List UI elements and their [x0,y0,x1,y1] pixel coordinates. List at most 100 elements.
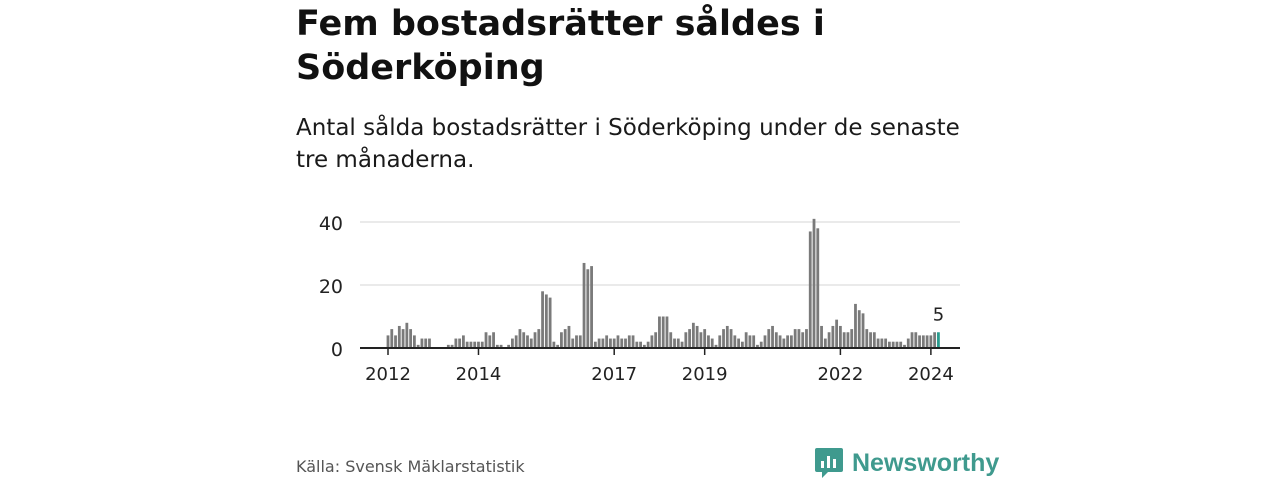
bar [488,335,492,348]
bar [839,325,842,348]
bar [405,322,409,348]
bar [763,335,767,348]
bar [567,325,571,348]
bar [560,332,563,348]
y-tick-label: 0 [331,339,343,361]
bar [624,338,627,348]
bar [616,335,620,348]
bar [601,338,605,348]
bar [541,291,544,348]
bar [639,341,642,348]
y-tick-label: 40 [319,213,343,235]
bar [842,332,846,348]
bar [812,218,816,348]
bar [714,344,718,348]
bar [397,325,401,348]
bar [846,332,850,348]
bar [688,329,691,348]
bar [748,335,752,348]
bar [816,228,820,348]
bar [918,335,921,348]
bar [903,344,906,348]
bar [492,332,495,348]
bar [575,335,578,348]
bar [884,338,888,348]
bar [477,341,480,348]
bar [808,231,812,348]
bar [707,335,710,348]
source-note: Källa: Svensk Mäklarstatistik [296,457,525,476]
bar [752,335,756,348]
y-tick-label: 20 [319,276,343,298]
bar [582,262,586,348]
bar [480,341,484,348]
brand-name: Newsworthy [852,448,1000,477]
bar [888,341,891,348]
bar [899,341,903,348]
bar [857,310,861,348]
bar [522,332,526,348]
bar [835,319,839,348]
bar [820,325,823,348]
bar [789,335,793,348]
bar [620,338,624,348]
bar [428,338,431,348]
x-tick-label: 2019 [682,364,728,385]
bar [722,329,725,348]
bar [556,344,560,348]
bar [797,329,801,348]
bar [782,338,786,348]
bar [401,329,405,348]
bar [774,332,778,348]
bar [511,338,514,348]
bar [548,297,552,348]
bar [537,329,541,348]
bar [921,335,925,348]
bar [718,335,722,348]
bar [880,338,884,348]
bar [891,341,895,348]
bar [695,325,699,348]
bar [861,313,865,348]
bar [571,338,575,348]
bar [646,341,650,348]
bar [446,344,450,348]
bar [484,332,488,348]
bar [906,338,910,348]
bar [469,341,473,348]
bar [544,294,548,348]
bar [827,332,831,348]
bar [876,338,880,348]
bar [412,335,416,348]
bar [650,335,654,348]
bar [699,332,703,348]
bar [409,329,413,348]
chart-title: Fem bostadsrätter såldes i Söderköping [296,4,825,88]
bar [771,325,774,348]
bar [533,332,537,348]
bar [933,332,937,348]
bar [424,338,428,348]
bar [462,335,465,348]
bar [669,332,673,348]
bar [593,341,597,348]
bar [729,329,733,348]
bar [710,338,714,348]
bar [642,344,646,348]
bar [914,332,918,348]
chart-subtitle: Antal sålda bostadsrätter i Söderköping … [296,115,960,173]
bar [778,335,782,348]
bar [635,341,639,348]
bar [703,329,707,348]
bar [529,338,533,348]
bar [597,338,601,348]
bar [673,338,676,348]
bar [676,338,680,348]
bar [563,329,567,348]
bar [420,338,424,348]
bar [872,332,876,348]
bar [786,335,790,348]
bar [929,335,933,348]
bar [691,322,695,348]
